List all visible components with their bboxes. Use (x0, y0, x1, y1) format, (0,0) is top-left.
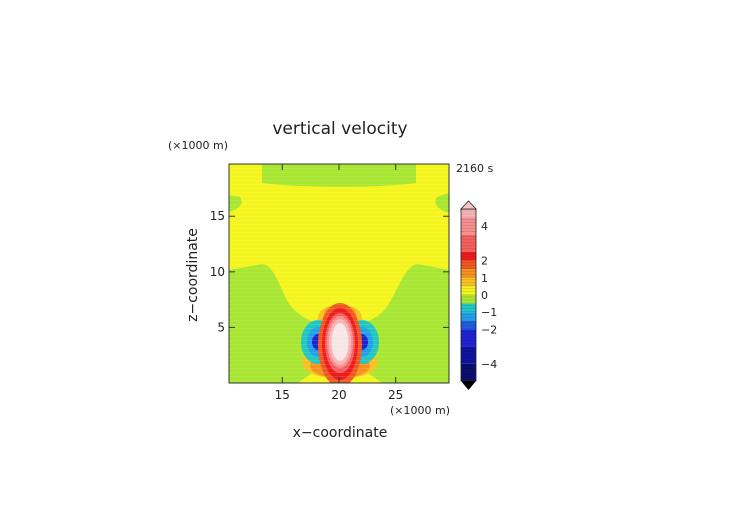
y-axis-ticks: 5 10 15 (210, 209, 449, 334)
y-unit-label: (×1000 m) (168, 139, 228, 152)
colorbar-tick-label: 1 (481, 272, 488, 285)
time-label: 2160 s (456, 162, 493, 175)
y-axis-label: z−coordinate (185, 228, 201, 322)
colorbar-swatch (461, 269, 476, 278)
x-axis-ticks: 15 20 25 (275, 164, 403, 402)
colorbar: 4 2 1 0 −1 −2 −4 (460, 200, 497, 390)
colorbar-swatch (461, 260, 476, 270)
chart-title: vertical velocity (272, 119, 407, 139)
colorbar-swatch (461, 234, 476, 252)
colorbar-swatch (461, 277, 476, 287)
colorbar-tick-label: 2 (481, 255, 488, 268)
x-unit-label: (×1000 m) (390, 404, 450, 417)
colorbar-swatch (461, 286, 476, 295)
x-tick-label: 15 (275, 388, 290, 402)
colorbar-tick-label: 0 (481, 289, 488, 302)
colorbar-swatch (461, 303, 476, 313)
colorbar-swatch (461, 363, 476, 381)
colorbar-swatch (461, 217, 476, 235)
colorbar-swatch (461, 209, 476, 218)
x-axis-label: x−coordinate (293, 425, 388, 441)
colorbar-swatch (461, 329, 476, 347)
heatmap-field (229, 164, 449, 383)
y-tick-label: 5 (217, 320, 225, 334)
colorbar-swatch (461, 320, 476, 330)
colorbar-tick-label: −1 (481, 306, 497, 319)
colorbar-tick-label: −4 (481, 358, 497, 371)
colorbar-swatch (461, 312, 476, 321)
colorbar-under-arrow (461, 381, 476, 390)
colorbar-swatch (461, 346, 476, 364)
colorbar-over-arrow (460, 200, 477, 210)
x-tick-label: 20 (331, 388, 346, 402)
colorbar-tick-label: 4 (481, 220, 488, 233)
colorbar-swatch (461, 295, 476, 304)
colorbar-swatch (461, 252, 476, 261)
y-tick-label: 15 (210, 209, 225, 223)
x-tick-label: 25 (388, 388, 403, 402)
colorbar-tick-label: −2 (481, 323, 497, 336)
y-tick-label: 10 (210, 265, 225, 279)
